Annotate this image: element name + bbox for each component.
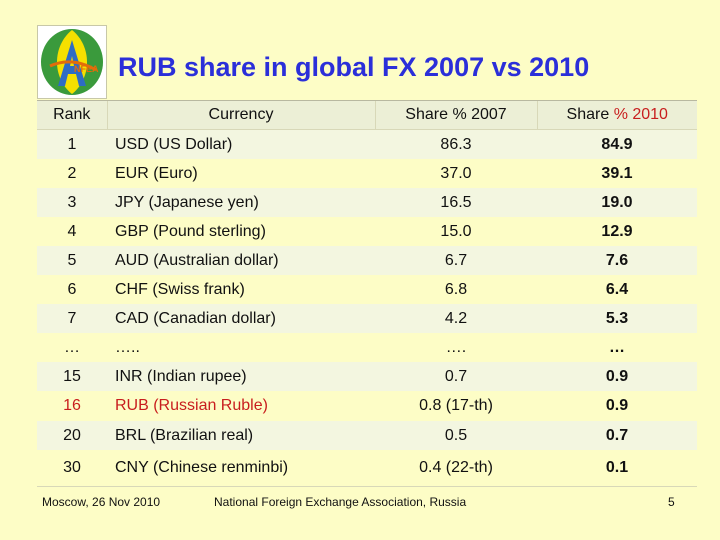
cell-share-2010: 84.9 — [601, 135, 633, 153]
table-row-usd: 1 USD (US Dollar) 86.3 84.9 — [37, 129, 697, 159]
footer-date-location: Moscow, 26 Nov 2010 — [42, 495, 161, 509]
cell-currency: BRL (Brazilian real) — [115, 426, 254, 444]
cell-share-2010: 12.9 — [601, 222, 633, 240]
table-header-row: Rank Currency Share % 2007 Share % 2010 — [37, 101, 697, 130]
cell-rank: 16 — [63, 397, 81, 414]
cell-currency: EUR (Euro) — [115, 164, 198, 182]
cell-currency: USD (US Dollar) — [115, 135, 233, 153]
footer-page-number: 5 — [668, 495, 675, 509]
cell-currency: CAD (Canadian dollar) — [115, 309, 276, 327]
table-row-cny: 30 CNY (Chinese renminbi) 0.4 (22-th) 0.… — [37, 450, 697, 487]
table-row-aud: 5 AUD (Australian dollar) 6.7 7.6 — [37, 246, 697, 275]
cell-share-2007: 0.7 — [444, 367, 468, 385]
cell-share-2007: …. — [445, 338, 467, 356]
cell-share-2010: 0.9 — [605, 397, 629, 414]
footer-organization: National Foreign Exchange Association, R… — [214, 495, 467, 509]
table-row-gbp: 4 GBP (Pound sterling) 15.0 12.9 — [37, 217, 697, 246]
cell-share-2007: 6.8 — [444, 280, 468, 298]
cell-share-2010: 19.0 — [601, 193, 633, 211]
cell-currency: AUD (Australian dollar) — [115, 251, 279, 269]
cell-share-2010: 0.1 — [537, 450, 697, 487]
cell-rank: 20 — [63, 426, 81, 444]
cell-share-2010: 7.6 — [605, 251, 629, 269]
cell-share-2007: 37.0 — [440, 164, 472, 182]
fx-share-table: Rank Currency Share % 2007 Share % 2010 … — [37, 101, 697, 487]
cell-rank: 5 — [67, 251, 77, 269]
table-row-jpy: 3 JPY (Japanese yen) 16.5 19.0 — [37, 188, 697, 217]
cell-share-2007: 86.3 — [440, 135, 472, 153]
cell-rank: 15 — [63, 367, 81, 385]
table-row-eur: 2 EUR (Euro) 37.0 39.1 — [37, 159, 697, 188]
table-row-ellipsis: … ….. …. … — [37, 333, 697, 362]
cell-currency: CHF (Swiss frank) — [115, 280, 245, 298]
cell-rank: 2 — [67, 164, 77, 182]
logo-lettering: NFEA — [74, 64, 99, 74]
table-row-cad: 7 CAD (Canadian dollar) 4.2 5.3 — [37, 304, 697, 333]
cell-rank: … — [64, 338, 80, 356]
cell-rank: 30 — [37, 450, 107, 487]
cell-currency: GBP (Pound sterling) — [115, 222, 266, 240]
header-rank: Rank — [37, 101, 107, 130]
nfea-logo-graphic: NFEA — [41, 29, 103, 95]
slide-title: RUB share in global FX 2007 vs 2010 — [118, 52, 590, 82]
table-row-brl: 20 BRL (Brazilian real) 0.5 0.7 — [37, 421, 697, 450]
cell-share-2007: 0.4 (22-th) — [375, 450, 537, 487]
cell-currency: RUB (Russian Ruble) — [115, 397, 268, 414]
table-row-chf: 6 CHF (Swiss frank) 6.8 6.4 — [37, 275, 697, 304]
nfea-logo: NFEA — [37, 25, 107, 99]
cell-currency: ….. — [115, 338, 140, 356]
table-row-rub: 16 RUB (Russian Ruble) 0.8 (17-th) 0.9 — [37, 391, 697, 421]
cell-share-2007: 16.5 — [440, 193, 472, 211]
cell-currency: JPY (Japanese yen) — [115, 193, 259, 211]
cell-rank: 1 — [67, 135, 77, 153]
cell-share-2010: 0.7 — [605, 426, 629, 444]
cell-share-2007: 0.5 — [444, 426, 468, 444]
header-share-2010: Share % 2010 — [537, 101, 697, 130]
header-share-2007: Share % 2007 — [375, 101, 538, 130]
cell-share-2007: 15.0 — [440, 222, 472, 240]
cell-share-2007: 6.7 — [444, 251, 468, 269]
cell-rank: 3 — [67, 193, 77, 211]
cell-share-2010: 6.4 — [605, 280, 629, 298]
cell-currency: INR (Indian rupee) — [115, 367, 247, 385]
table-row-inr: 15 INR (Indian rupee) 0.7 0.9 — [37, 362, 697, 391]
cell-share-2010: 0.9 — [605, 367, 629, 385]
cell-share-2010: … — [609, 338, 625, 356]
cell-share-2007: 0.8 (17-th) — [419, 397, 493, 414]
cell-share-2010: 39.1 — [601, 164, 633, 182]
cell-rank: 7 — [67, 309, 77, 327]
cell-share-2010: 5.3 — [605, 309, 629, 327]
cell-rank: 6 — [67, 280, 77, 298]
header-currency: Currency — [106, 101, 376, 130]
cell-rank: 4 — [67, 222, 77, 240]
cell-share-2007: 4.2 — [444, 309, 468, 327]
cell-currency: CNY (Chinese renminbi) — [107, 450, 375, 487]
